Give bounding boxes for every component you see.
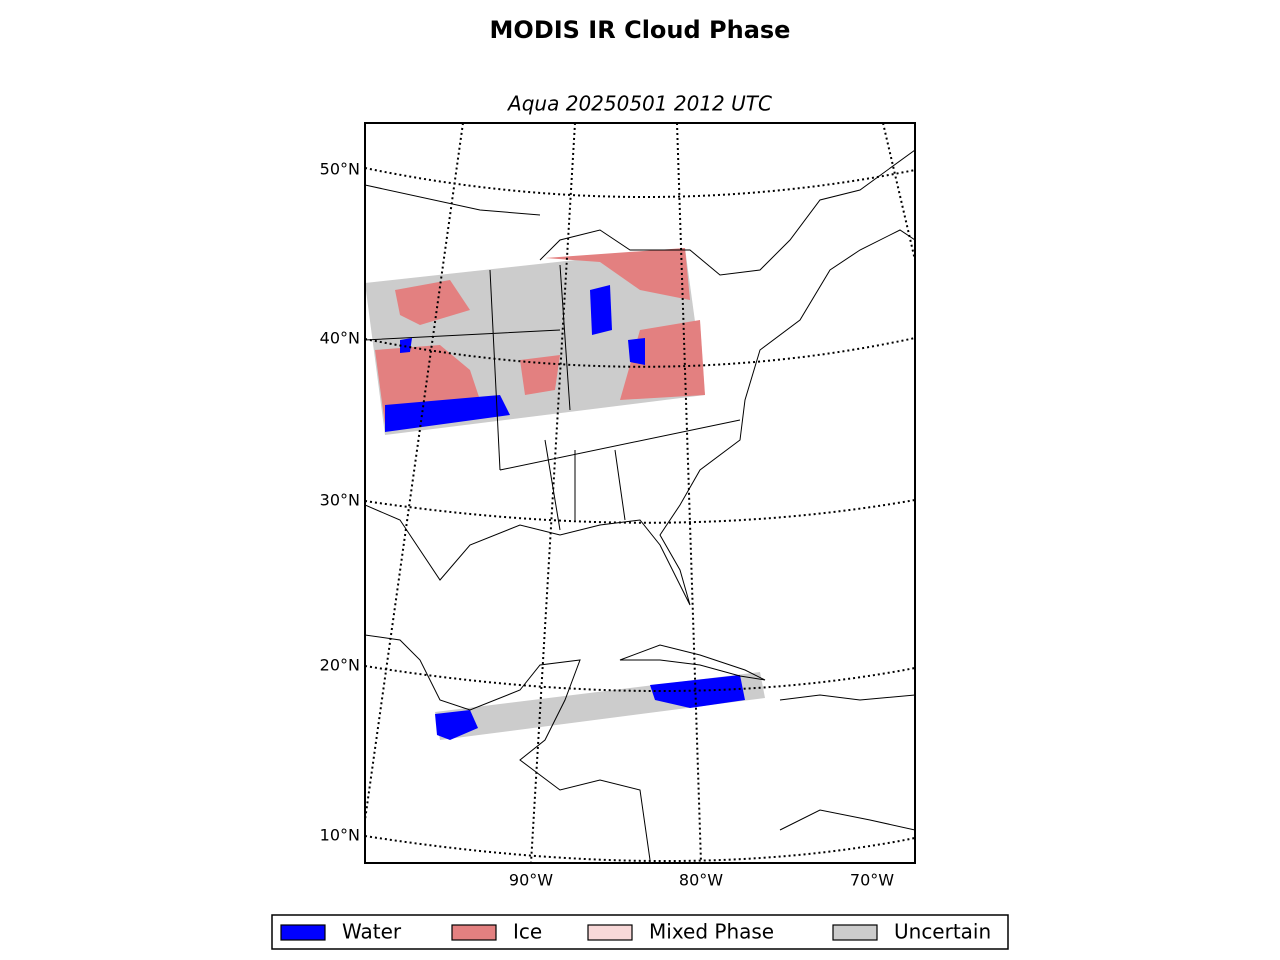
title: MODIS IR Cloud Phase xyxy=(490,16,791,44)
legend-label: Water xyxy=(342,920,402,944)
coastlines xyxy=(365,149,915,861)
legend: Water Ice Mixed Phase Uncertain xyxy=(280,920,991,944)
legend-label: Mixed Phase xyxy=(649,920,774,944)
lat-label: 20°N xyxy=(320,656,360,675)
legend-swatch xyxy=(587,924,633,941)
graticule xyxy=(365,123,915,863)
legend-swatch xyxy=(832,924,878,941)
legend-swatch xyxy=(280,924,326,941)
subtitle: Aqua 20250501 2012 UTC xyxy=(506,92,772,116)
lat-label: 50°N xyxy=(320,160,360,179)
legend-frame xyxy=(271,914,1009,950)
swath-north xyxy=(365,248,705,435)
lat-label: 10°N xyxy=(320,826,360,845)
lon-label: 70°W xyxy=(850,871,894,890)
lat-label: 30°N xyxy=(320,491,360,510)
lat-label: 40°N xyxy=(320,329,360,348)
axis-labels: 50°N 40°N 30°N 20°N 10°N 90°W 80°W 70°W xyxy=(320,160,895,890)
map xyxy=(365,123,915,863)
lon-label: 80°W xyxy=(679,871,723,890)
legend-label: Ice xyxy=(513,920,542,944)
legend-label: Uncertain xyxy=(894,920,991,944)
lon-label: 90°W xyxy=(509,871,553,890)
swath-south xyxy=(435,672,765,740)
map-frame xyxy=(364,122,916,864)
legend-swatch xyxy=(451,924,497,941)
